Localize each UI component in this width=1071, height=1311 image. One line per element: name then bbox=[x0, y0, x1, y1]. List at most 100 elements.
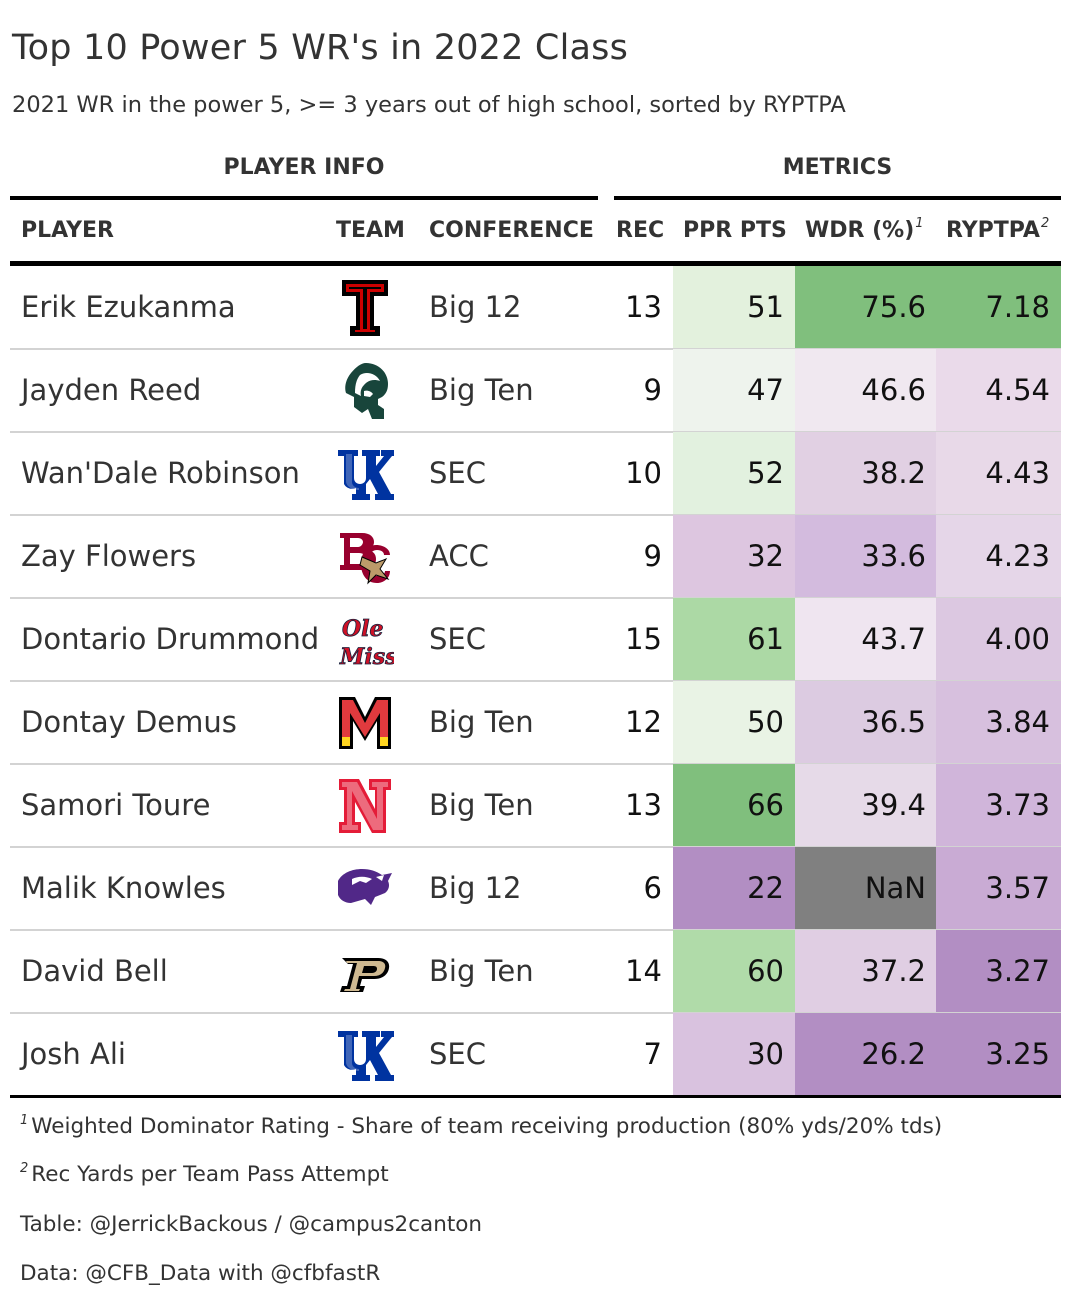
ryptpa-cell-fill bbox=[936, 764, 1061, 847]
purdue-logo bbox=[336, 942, 394, 1002]
footnote-1-mark: 1 bbox=[20, 1113, 29, 1128]
rec-cell: 10 bbox=[625, 456, 662, 490]
wdr-cell: 37.2 bbox=[861, 954, 926, 988]
kentucky-logo bbox=[336, 444, 395, 504]
ryptpa-cell: 3.25 bbox=[985, 1037, 1050, 1071]
ppr-cell-fill bbox=[673, 681, 795, 764]
player-name-cell: Wan'Dale Robinson bbox=[21, 456, 300, 490]
rec-cell: 12 bbox=[625, 705, 662, 739]
rec-cell: 6 bbox=[643, 871, 662, 905]
ppr-cell: 47 bbox=[747, 373, 784, 407]
ryptpa-cell: 3.57 bbox=[985, 871, 1050, 905]
row-divider bbox=[10, 1012, 1061, 1014]
row-divider bbox=[10, 514, 1061, 516]
conference-cell: Big Ten bbox=[429, 954, 534, 988]
wdr-cell-fill bbox=[795, 432, 936, 515]
column-header-rec: REC bbox=[616, 218, 665, 243]
ppr-cell: 30 bbox=[747, 1037, 784, 1071]
ppr-cell: 66 bbox=[747, 788, 784, 822]
row-divider bbox=[10, 680, 1061, 682]
conference-cell: Big 12 bbox=[429, 871, 522, 905]
wdr-cell: 46.6 bbox=[861, 373, 926, 407]
ryptpa-cell-fill bbox=[936, 266, 1061, 349]
player-name-cell: Malik Knowles bbox=[21, 871, 226, 905]
ppr-cell: 32 bbox=[747, 539, 784, 573]
conference-cell: Big Ten bbox=[429, 373, 534, 407]
wdr-cell-fill bbox=[795, 515, 936, 598]
wdr-cell-fill bbox=[795, 847, 936, 930]
table-row: Wan'Dale Robinson SEC 10 52 38.2 4.43 bbox=[10, 432, 1061, 515]
header-bottom-rule bbox=[10, 261, 1061, 266]
player-name-cell: Samori Toure bbox=[21, 788, 211, 822]
column-header-team: TEAM bbox=[336, 218, 405, 243]
ryptpa-cell: 4.23 bbox=[985, 539, 1050, 573]
ppr-cell: 52 bbox=[747, 456, 784, 490]
table-row: Zay Flowers ACC 9 32 33.6 4.23 bbox=[10, 515, 1061, 598]
rec-cell: 9 bbox=[643, 373, 662, 407]
table-row: David Bell Big Ten 14 60 37.2 3.27 bbox=[10, 930, 1061, 1013]
wdr-cell: 38.2 bbox=[861, 456, 926, 490]
player-name-cell: Zay Flowers bbox=[21, 539, 197, 573]
conference-cell: SEC bbox=[429, 1037, 486, 1071]
ppr-cell: 61 bbox=[747, 622, 784, 656]
row-divider bbox=[10, 763, 1061, 765]
column-header-player: PLAYER bbox=[21, 218, 114, 243]
maryland-logo bbox=[336, 693, 394, 753]
ppr-cell-fill bbox=[673, 598, 795, 681]
wdr-cell-fill bbox=[795, 598, 936, 681]
column-header-wdr-note: 1 bbox=[915, 216, 924, 231]
column-header-wdr-label: WDR (%) bbox=[805, 218, 915, 243]
ryptpa-cell: 4.54 bbox=[985, 373, 1050, 407]
ryptpa-cell: 3.73 bbox=[985, 788, 1050, 822]
column-header-ryptpa: RYPTPA2 bbox=[946, 216, 1049, 243]
wdr-cell: 39.4 bbox=[861, 788, 926, 822]
rec-cell: 13 bbox=[625, 788, 662, 822]
column-header-ppr: PPR PTS bbox=[683, 218, 787, 243]
spanner-rule-player-info bbox=[10, 196, 598, 200]
column-header-ryptpa-label: RYPTPA bbox=[946, 218, 1040, 243]
wdr-cell-fill bbox=[795, 764, 936, 847]
kansas-state-logo bbox=[336, 859, 394, 919]
column-header-conference: CONFERENCE bbox=[429, 218, 594, 243]
svg-text:Ole: Ole bbox=[342, 616, 384, 642]
ole-miss-logo: Ole Miss bbox=[336, 610, 398, 671]
footnote-1: 1 Weighted Dominator Rating - Share of te… bbox=[20, 1113, 942, 1139]
table-row: Dontario Drummond Ole Miss SEC 15 61 43.7 4.00 bbox=[10, 598, 1061, 681]
source-note-table: Table: @JerrickBackous / @campus2canton bbox=[20, 1212, 483, 1237]
player-name-cell: Dontay Demus bbox=[21, 705, 237, 739]
row-divider bbox=[10, 597, 1061, 599]
player-name-cell: David Bell bbox=[21, 954, 168, 988]
ryptpa-cell: 4.43 bbox=[985, 456, 1050, 490]
chart-title: Top 10 Power 5 WR's in 2022 Class bbox=[12, 28, 629, 68]
footnote-2-text: Rec Yards per Team Pass Attempt bbox=[31, 1162, 389, 1187]
wdr-cell-fill bbox=[795, 1013, 936, 1096]
conference-cell: Big Ten bbox=[429, 788, 534, 822]
row-divider bbox=[10, 929, 1061, 931]
boston-college-logo bbox=[336, 527, 394, 587]
ppr-cell: 51 bbox=[747, 290, 784, 324]
ryptpa-cell: 7.18 bbox=[985, 290, 1050, 324]
conference-cell: Big 12 bbox=[429, 290, 522, 324]
wdr-cell: 75.6 bbox=[861, 290, 926, 324]
ppr-cell-fill bbox=[673, 930, 795, 1013]
wdr-cell: 26.2 bbox=[861, 1037, 926, 1071]
ryptpa-cell: 3.84 bbox=[985, 705, 1050, 739]
column-header-wdr: WDR (%)1 bbox=[805, 216, 924, 243]
ppr-cell-fill bbox=[673, 349, 795, 432]
source-note-data: Data: @CFB_Data with @cfbfastR bbox=[20, 1261, 381, 1286]
ryptpa-cell-fill bbox=[936, 1013, 1061, 1096]
player-name-cell: Josh Ali bbox=[21, 1037, 126, 1071]
ppr-cell-fill bbox=[673, 847, 795, 930]
ppr-cell-fill bbox=[673, 432, 795, 515]
table-row: Josh Ali SEC 7 30 26.2 3.25 bbox=[10, 1013, 1061, 1096]
rec-cell: 15 bbox=[625, 622, 662, 656]
ppr-cell-fill bbox=[673, 1013, 795, 1096]
wdr-cell-fill bbox=[795, 266, 936, 349]
ryptpa-cell: 3.27 bbox=[985, 954, 1050, 988]
chart-subtitle: 2021 WR in the power 5, >= 3 years out o… bbox=[12, 92, 846, 118]
ryptpa-cell-fill bbox=[936, 930, 1061, 1013]
ppr-cell: 22 bbox=[747, 871, 784, 905]
wdr-cell-fill bbox=[795, 681, 936, 764]
rec-cell: 9 bbox=[643, 539, 662, 573]
row-divider bbox=[10, 431, 1061, 433]
